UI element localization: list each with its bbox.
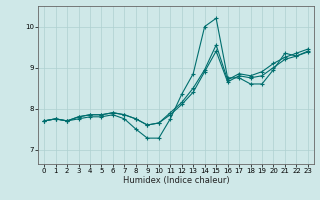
X-axis label: Humidex (Indice chaleur): Humidex (Indice chaleur) xyxy=(123,176,229,185)
